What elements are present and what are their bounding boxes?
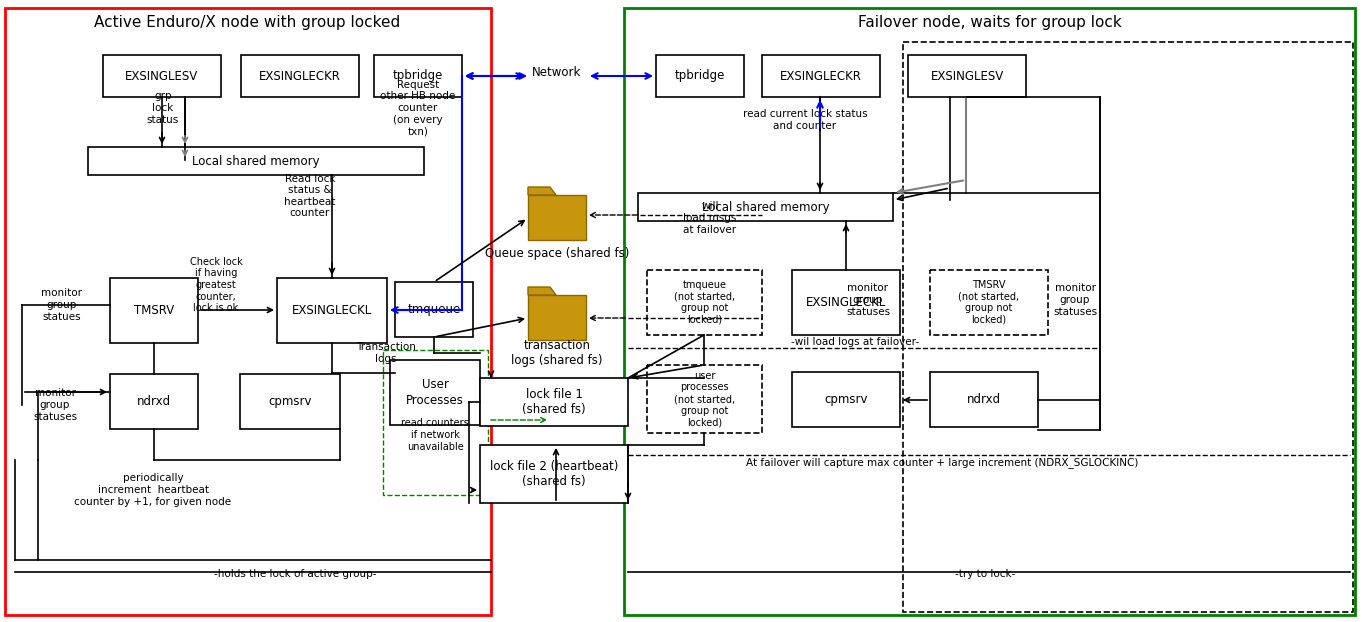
- Text: Local shared memory: Local shared memory: [701, 200, 829, 213]
- Text: monitor
group
statues: monitor group statues: [41, 289, 83, 322]
- Circle shape: [560, 53, 594, 87]
- Bar: [761, 55, 880, 97]
- Text: EXSINGLECKR: EXSINGLECKR: [780, 70, 862, 83]
- Text: periodically
increment  heartbeat
counter by +1, for given node: periodically increment heartbeat counter…: [75, 473, 232, 506]
- Text: tmqueue: tmqueue: [407, 303, 460, 316]
- Bar: [395, 282, 473, 337]
- Text: Active Enduro/X node with group locked: Active Enduro/X node with group locked: [94, 14, 400, 29]
- Text: ndrxd: ndrxd: [967, 393, 1001, 406]
- Bar: [104, 55, 221, 97]
- Text: transaction
logs (shared fs): transaction logs (shared fs): [511, 339, 603, 367]
- Bar: [241, 55, 360, 97]
- Text: TMSRV
(not started,
group not
locked): TMSRV (not started, group not locked): [959, 280, 1020, 325]
- Polygon shape: [528, 187, 556, 195]
- Circle shape: [520, 53, 554, 87]
- Bar: [383, 350, 488, 495]
- Bar: [110, 374, 197, 429]
- Text: cpmsrv: cpmsrv: [268, 395, 312, 408]
- Bar: [647, 365, 761, 433]
- Bar: [791, 372, 900, 427]
- Bar: [528, 195, 586, 240]
- Circle shape: [533, 46, 564, 78]
- Text: Check lock
if having
greatest
counter,
lock is ok: Check lock if having greatest counter, l…: [189, 257, 242, 313]
- Bar: [903, 42, 1352, 612]
- Text: TMSRV: TMSRV: [133, 304, 174, 317]
- Text: Transaction
logs: Transaction logs: [355, 342, 415, 364]
- Bar: [110, 278, 197, 343]
- Text: Read lock
status &
heartbeat
counter: Read lock status & heartbeat counter: [285, 174, 335, 218]
- Polygon shape: [528, 287, 556, 295]
- Bar: [528, 295, 586, 340]
- Text: cpmsrv: cpmsrv: [824, 393, 868, 406]
- Bar: [479, 378, 628, 426]
- Text: Request
other HB node
counter
(on every
txn): Request other HB node counter (on every …: [380, 80, 456, 136]
- Bar: [930, 372, 1038, 427]
- Text: ndrxd: ndrxd: [138, 395, 172, 408]
- Bar: [637, 193, 893, 221]
- Text: tpbridge: tpbridge: [392, 70, 443, 83]
- Bar: [656, 55, 744, 97]
- Bar: [375, 55, 462, 97]
- Bar: [908, 55, 1026, 97]
- Text: monitor
group
statuses: monitor group statuses: [1053, 284, 1096, 317]
- Text: tmqueue
(not started,
group not
locked): tmqueue (not started, group not locked): [674, 280, 735, 325]
- Text: -wil load logs at failover-: -wil load logs at failover-: [791, 337, 919, 347]
- Text: monitor
group
statuses: monitor group statuses: [846, 284, 889, 317]
- Text: EXSINGLECKR: EXSINGLECKR: [259, 70, 340, 83]
- Text: EXSINGLECKL: EXSINGLECKL: [291, 304, 372, 317]
- Bar: [276, 278, 387, 343]
- Bar: [930, 270, 1047, 335]
- Text: read counters
if network
unavailable: read counters if network unavailable: [402, 419, 469, 452]
- Text: lock file 1
(shared fs): lock file 1 (shared fs): [522, 388, 586, 416]
- Circle shape: [543, 43, 572, 71]
- Text: monitor
group
statuses: monitor group statuses: [33, 388, 78, 422]
- Text: -holds the lock of active group-: -holds the lock of active group-: [214, 569, 376, 579]
- Text: User
Processes: User Processes: [406, 379, 464, 407]
- Bar: [390, 360, 479, 425]
- Text: user
processes
(not started,
group not
locked): user processes (not started, group not l…: [674, 371, 735, 427]
- Bar: [5, 8, 490, 615]
- Text: Failover node, waits for group lock: Failover node, waits for group lock: [858, 14, 1122, 29]
- Bar: [647, 270, 761, 335]
- Bar: [624, 8, 1355, 615]
- Text: EXSINGLESV: EXSINGLESV: [125, 70, 199, 83]
- Text: lock file 2 (heartbeat)
(shared fs): lock file 2 (heartbeat) (shared fs): [490, 460, 618, 488]
- Text: read current lock status
and counter: read current lock status and counter: [742, 109, 868, 131]
- Circle shape: [552, 46, 584, 78]
- Text: Network: Network: [533, 65, 582, 78]
- Text: EXSINGLECKL: EXSINGLECKL: [806, 296, 887, 309]
- Text: tpbridge: tpbridge: [674, 70, 725, 83]
- Bar: [240, 374, 340, 429]
- Text: Queue space (shared fs): Queue space (shared fs): [485, 246, 629, 259]
- Text: grp
lock
status: grp lock status: [147, 91, 180, 124]
- Bar: [479, 445, 628, 503]
- Text: EXSINGLESV: EXSINGLESV: [930, 70, 1004, 83]
- Text: -try to lock-: -try to lock-: [955, 569, 1015, 579]
- Text: At failover will capture max counter + large increment (NDRX_SGLOCKINC): At failover will capture max counter + l…: [746, 458, 1139, 468]
- Bar: [89, 147, 424, 175]
- Text: will
load msgs
at failover: will load msgs at failover: [684, 202, 737, 234]
- Text: Local shared memory: Local shared memory: [192, 154, 320, 167]
- Circle shape: [535, 56, 579, 100]
- Bar: [791, 270, 900, 335]
